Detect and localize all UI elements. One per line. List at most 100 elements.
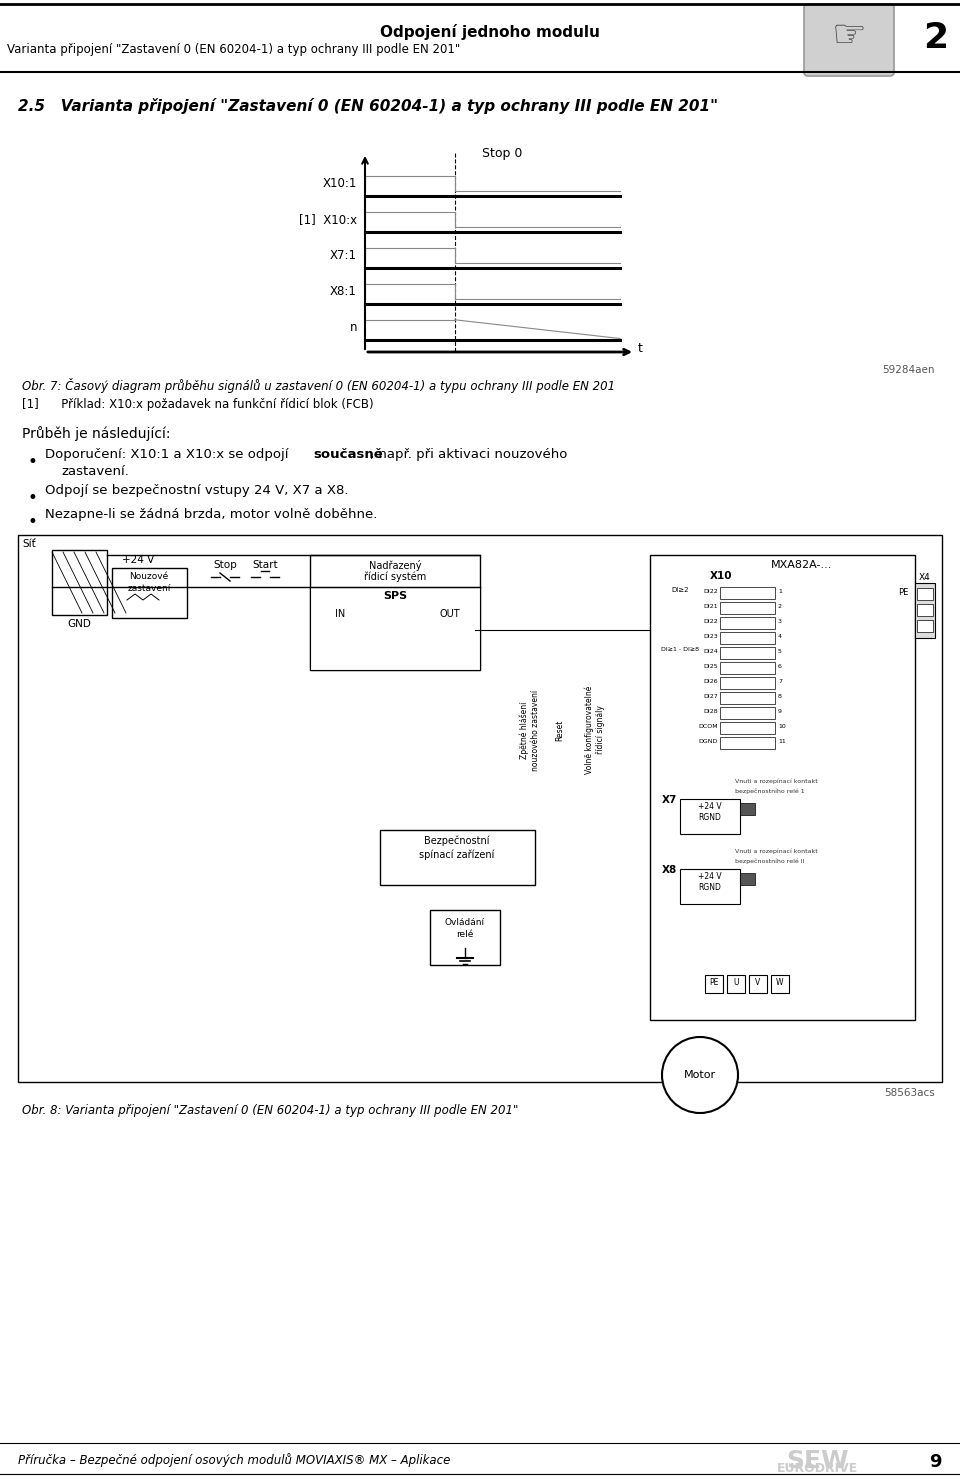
- Text: n: n: [349, 321, 357, 334]
- Text: Start: Start: [252, 561, 277, 569]
- Text: X4: X4: [919, 572, 931, 583]
- Bar: [310, 587, 480, 670]
- Text: •: •: [27, 513, 36, 531]
- Text: , např. při aktivaci nouzového: , např. při aktivaci nouzového: [370, 448, 567, 461]
- Text: Nouzové: Nouzové: [130, 572, 169, 581]
- Text: Ovládání: Ovládání: [444, 918, 485, 927]
- Bar: [740, 873, 755, 884]
- Text: 9: 9: [929, 1452, 942, 1472]
- Bar: [112, 568, 187, 618]
- Text: 1: 1: [778, 589, 781, 595]
- Text: Vnuti a rozepínací kontakt: Vnuti a rozepínací kontakt: [735, 779, 818, 784]
- Text: Odpojení jednoho modulu: Odpojení jednoho modulu: [380, 24, 600, 40]
- Bar: [720, 617, 775, 629]
- Text: OUT: OUT: [440, 609, 460, 620]
- Text: +24 V: +24 V: [122, 555, 155, 565]
- Text: Reset: Reset: [556, 719, 564, 741]
- Text: SPS: SPS: [383, 592, 407, 600]
- Bar: [680, 799, 740, 834]
- Bar: [917, 589, 933, 600]
- Text: 10: 10: [778, 725, 785, 729]
- Text: 7: 7: [778, 679, 782, 683]
- Text: DI24: DI24: [704, 649, 718, 654]
- Text: SEW: SEW: [786, 1449, 850, 1473]
- Bar: [720, 737, 775, 748]
- Text: spínací zařízení: spínací zařízení: [420, 849, 494, 859]
- Bar: [771, 975, 789, 992]
- Text: •: •: [27, 490, 36, 507]
- Circle shape: [662, 1037, 738, 1114]
- Text: [1]      Příklad: X10:x požadavek na funkční řídicí blok (FCB): [1] Příklad: X10:x požadavek na funkční …: [22, 398, 373, 411]
- Text: Síť: Síť: [22, 538, 36, 549]
- Text: DI≥2: DI≥2: [671, 587, 688, 593]
- Bar: [720, 602, 775, 614]
- Text: +24 V: +24 V: [698, 873, 722, 881]
- Text: Varianta připojení "Zastavení 0 (EN 60204-1) a typ ochrany III podle EN 201": Varianta připojení "Zastavení 0 (EN 6020…: [7, 43, 460, 56]
- Text: Bezpečnostní: Bezpečnostní: [424, 836, 490, 846]
- Text: DGND: DGND: [699, 740, 718, 744]
- Text: X10: X10: [710, 571, 732, 581]
- Text: Obr. 7: Časový diagram průběhu signálů u zastavení 0 (EN 60204-1) a typu ochrany: Obr. 7: Časový diagram průběhu signálů u…: [22, 379, 615, 393]
- Text: X8: X8: [662, 865, 677, 876]
- Text: 4: 4: [778, 634, 782, 639]
- Text: Motor: Motor: [684, 1069, 716, 1080]
- Text: 58563acs: 58563acs: [884, 1089, 935, 1097]
- Bar: [720, 722, 775, 734]
- Text: RGND: RGND: [699, 813, 721, 822]
- Text: X7:1: X7:1: [330, 248, 357, 262]
- Text: DI21: DI21: [704, 603, 718, 609]
- Text: zastavení.: zastavení.: [61, 464, 129, 478]
- Text: DI25: DI25: [704, 664, 718, 669]
- Text: IN: IN: [335, 609, 346, 620]
- FancyBboxPatch shape: [804, 4, 894, 75]
- Bar: [720, 707, 775, 719]
- Text: 2: 2: [778, 603, 782, 609]
- Text: relé: relé: [456, 930, 473, 939]
- Bar: [917, 620, 933, 632]
- Bar: [720, 587, 775, 599]
- Bar: [749, 975, 767, 992]
- Bar: [720, 692, 775, 704]
- Text: PE: PE: [898, 589, 908, 598]
- Text: Stop 0: Stop 0: [482, 146, 522, 160]
- Bar: [52, 550, 107, 615]
- Bar: [917, 603, 933, 615]
- Text: 5: 5: [778, 649, 781, 654]
- Text: Příručka – Bezpečné odpojení osových modulů MOVIAXIS® MX – Aplikace: Příručka – Bezpečné odpojení osových mod…: [18, 1452, 450, 1467]
- Bar: [915, 583, 935, 637]
- Bar: [727, 975, 745, 992]
- Text: X10:1: X10:1: [323, 177, 357, 189]
- Text: U: U: [733, 978, 739, 986]
- Text: DI22: DI22: [704, 620, 718, 624]
- Text: Stop: Stop: [213, 561, 237, 569]
- Text: bezpečnostního relé 1: bezpečnostního relé 1: [735, 788, 804, 794]
- Text: DI26: DI26: [704, 679, 718, 683]
- Text: MXA82A-...: MXA82A-...: [771, 561, 832, 569]
- Text: 59284aen: 59284aen: [882, 365, 935, 376]
- Text: PE: PE: [709, 978, 719, 986]
- Text: 8: 8: [778, 694, 781, 700]
- Text: [1]  X10:x: [1] X10:x: [299, 213, 357, 226]
- Bar: [680, 870, 740, 904]
- Text: Doporučení: X10:1 a X10:x se odpojí: Doporučení: X10:1 a X10:x se odpojí: [45, 448, 293, 461]
- Bar: [310, 555, 480, 670]
- Bar: [650, 555, 915, 1021]
- Text: Průběh je následující:: Průběh je následující:: [22, 426, 171, 441]
- Text: zastavení: zastavení: [128, 584, 171, 593]
- Bar: [720, 632, 775, 643]
- Text: V: V: [756, 978, 760, 986]
- Text: DCOM: DCOM: [698, 725, 718, 729]
- Text: 6: 6: [778, 664, 781, 669]
- Text: Odpojí se bezpečnostní vstupy 24 V, X7 a X8.: Odpojí se bezpečnostní vstupy 24 V, X7 a…: [45, 484, 348, 497]
- Bar: [720, 663, 775, 674]
- Text: Obr. 8: Varianta připojení "Zastavení 0 (EN 60204-1) a typ ochrany III podle EN : Obr. 8: Varianta připojení "Zastavení 0 …: [22, 1103, 518, 1117]
- Text: Nadřazený: Nadřazený: [369, 561, 421, 571]
- Bar: [720, 677, 775, 689]
- Text: X7: X7: [662, 796, 678, 805]
- Text: Vnuti a rozepínací kontakt: Vnuti a rozepínací kontakt: [735, 849, 818, 855]
- Text: EURODRIVE: EURODRIVE: [778, 1463, 858, 1475]
- Text: řídicí systém: řídicí systém: [364, 572, 426, 583]
- Text: GND: GND: [67, 620, 91, 629]
- Text: ☞: ☞: [831, 16, 867, 55]
- Text: •: •: [27, 453, 36, 470]
